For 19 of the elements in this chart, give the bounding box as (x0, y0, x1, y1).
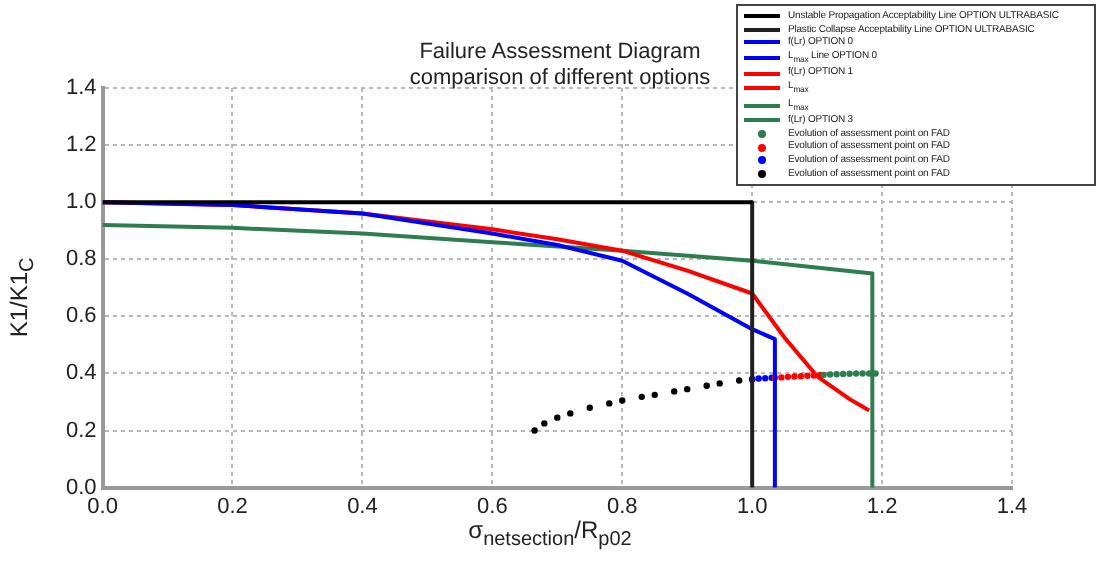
chart-subtitle: comparison of different options (409, 66, 711, 90)
x-tick-label: 0.8 (606, 494, 638, 519)
x-tick-label: 0.0 (87, 494, 118, 519)
y-tick-label: 0.6 (65, 304, 97, 329)
x-tick-label: 0.4 (347, 494, 378, 519)
y-tick-label: 0.2 (65, 418, 97, 443)
y-tick-label: 1.2 (65, 133, 97, 158)
y-tick-label: 0.8 (65, 247, 97, 272)
x-tick-label: 0.6 (477, 494, 508, 519)
y-tick-label: 0.0 (65, 475, 97, 500)
x-tick-label: 1.2 (866, 494, 898, 519)
x-tick-label: 1.0 (736, 494, 768, 519)
y-tick-label: 0.4 (65, 361, 97, 386)
chart-title: Failure Assessment Diagram (419, 40, 701, 64)
y-tick-label: 1.4 (65, 76, 97, 101)
x-axis-title: σ$_{netsection}$/R$_{p02}$ (466, 516, 634, 555)
x-tick-label: 1.4 (996, 494, 1028, 519)
x-tick-label: 0.2 (217, 494, 248, 519)
y-tick-label: 1.0 (65, 190, 97, 215)
